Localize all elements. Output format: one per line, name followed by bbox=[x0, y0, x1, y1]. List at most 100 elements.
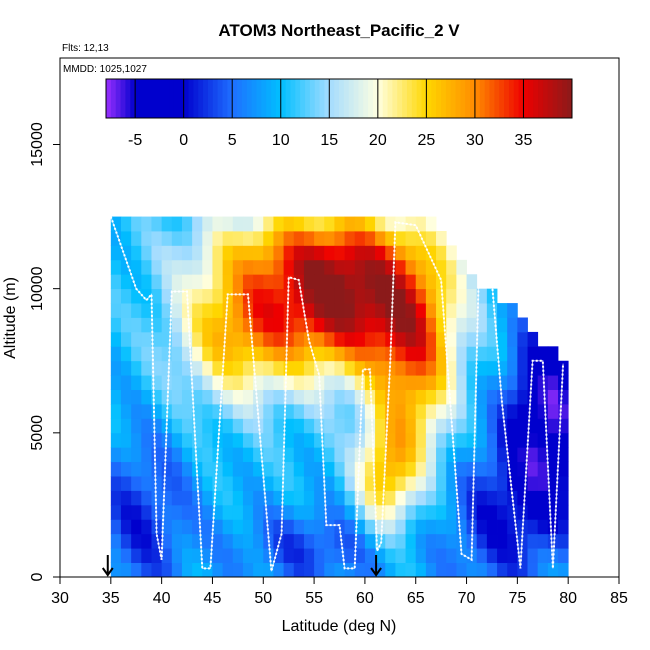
colorbar-swatch bbox=[339, 79, 345, 118]
heatmap-cell bbox=[181, 389, 193, 405]
heatmap-cell bbox=[507, 389, 518, 405]
colorbar-swatch bbox=[324, 79, 330, 118]
heatmap-cell bbox=[354, 418, 366, 434]
heatmap-cell bbox=[283, 259, 295, 275]
heatmap-cell bbox=[324, 432, 335, 448]
heatmap-cell bbox=[354, 317, 366, 333]
heatmap-cell bbox=[436, 331, 447, 347]
heatmap-cell bbox=[171, 389, 183, 405]
heatmap-cell bbox=[131, 231, 142, 246]
colorbar-swatch bbox=[465, 79, 471, 118]
heatmap-cell bbox=[405, 303, 417, 318]
heatmap-cell bbox=[364, 303, 376, 318]
heatmap-cell bbox=[242, 432, 254, 448]
heatmap-cell bbox=[110, 346, 122, 362]
heatmap-cell bbox=[425, 490, 437, 506]
heatmap-cell bbox=[202, 331, 213, 347]
heatmap-cell bbox=[507, 461, 518, 477]
colorbar-swatch bbox=[533, 79, 539, 118]
heatmap-cell bbox=[456, 331, 467, 347]
heatmap-cell bbox=[446, 404, 457, 419]
colorbar-swatch bbox=[125, 79, 131, 118]
colorbar-swatch bbox=[135, 79, 141, 118]
heatmap-cell bbox=[212, 519, 224, 535]
heatmap-cell bbox=[354, 404, 366, 419]
heatmap-cell bbox=[242, 360, 254, 376]
heatmap-cell bbox=[314, 231, 325, 246]
heatmap-cell bbox=[395, 476, 406, 491]
colorbar-swatch bbox=[552, 79, 558, 118]
heatmap-cell bbox=[202, 231, 213, 246]
colorbar-swatch bbox=[363, 79, 369, 118]
heatmap-cell bbox=[364, 331, 376, 347]
heatmap-cell bbox=[171, 418, 183, 434]
heatmap-cell bbox=[283, 490, 295, 506]
heatmap-cell bbox=[181, 331, 193, 347]
heatmap-cell bbox=[415, 288, 427, 304]
y-tick-label: 10000 bbox=[29, 266, 46, 311]
heatmap-cell bbox=[547, 360, 559, 376]
heatmap-cell bbox=[507, 375, 518, 390]
heatmap-cell bbox=[283, 288, 295, 304]
heatmap-cell bbox=[273, 519, 284, 535]
heatmap-cell bbox=[303, 360, 315, 376]
colorbar-swatch bbox=[562, 79, 568, 118]
heatmap-cell bbox=[395, 389, 406, 405]
heatmap-cell bbox=[446, 490, 457, 506]
heatmap-cell bbox=[273, 404, 284, 419]
heatmap-cell bbox=[436, 375, 447, 390]
heatmap-cell bbox=[476, 317, 488, 333]
heatmap-cell bbox=[415, 548, 427, 563]
heatmap-cell bbox=[273, 504, 284, 520]
heatmap-cell bbox=[273, 259, 284, 275]
colorbar-swatch bbox=[130, 79, 136, 118]
heatmap-cell bbox=[283, 432, 295, 448]
heatmap-cell bbox=[161, 490, 173, 506]
heatmap-cell bbox=[242, 231, 254, 246]
heatmap-cell bbox=[171, 317, 183, 333]
heatmap-cell bbox=[242, 519, 254, 535]
heatmap-cell bbox=[344, 303, 356, 318]
colorbar-swatch bbox=[305, 79, 311, 118]
heatmap-cell bbox=[497, 360, 508, 376]
colorbar-swatch bbox=[387, 79, 393, 118]
heatmap-cell bbox=[344, 375, 356, 390]
heatmap-cell bbox=[171, 216, 183, 232]
heatmap-cell bbox=[314, 476, 325, 491]
heatmap-cell bbox=[273, 562, 284, 578]
heatmap-cell bbox=[334, 476, 345, 491]
heatmap-cell bbox=[446, 548, 457, 563]
heatmap-cell bbox=[283, 548, 295, 563]
heatmap-cell bbox=[425, 461, 437, 477]
heatmap-cell bbox=[375, 476, 386, 491]
heatmap-cell bbox=[171, 288, 183, 304]
heatmap-cell bbox=[446, 303, 457, 318]
heatmap-cell bbox=[466, 389, 478, 405]
heatmap-cell bbox=[425, 375, 437, 390]
heatmap-cell bbox=[344, 389, 356, 405]
heatmap-cell bbox=[395, 360, 406, 376]
heatmap-cell bbox=[415, 418, 427, 434]
heatmap-cell bbox=[141, 404, 152, 419]
heatmap-cell bbox=[486, 331, 498, 347]
heatmap-cell bbox=[537, 389, 549, 405]
colorbar-frame bbox=[105, 78, 573, 119]
heatmap-cell bbox=[181, 447, 193, 463]
heatmap-cell bbox=[222, 346, 234, 362]
colorbar-swatch bbox=[436, 79, 442, 118]
heatmap-cell bbox=[293, 360, 305, 376]
heatmap-cell bbox=[110, 404, 122, 419]
heatmap-cell bbox=[537, 418, 549, 434]
heatmap-cell bbox=[253, 274, 264, 290]
heatmap-cell bbox=[131, 562, 142, 578]
heatmap-cell bbox=[354, 389, 366, 405]
heatmap-cell bbox=[436, 259, 447, 275]
heatmap-cell bbox=[161, 303, 173, 318]
heatmap-cell bbox=[517, 461, 528, 477]
colorbar-tick-label: 30 bbox=[466, 132, 484, 149]
heatmap-cell bbox=[527, 418, 539, 434]
heatmap-cell bbox=[293, 303, 305, 318]
heatmap-cell bbox=[517, 404, 528, 419]
heatmap-cell bbox=[202, 562, 213, 578]
heatmap-cell bbox=[192, 404, 203, 419]
